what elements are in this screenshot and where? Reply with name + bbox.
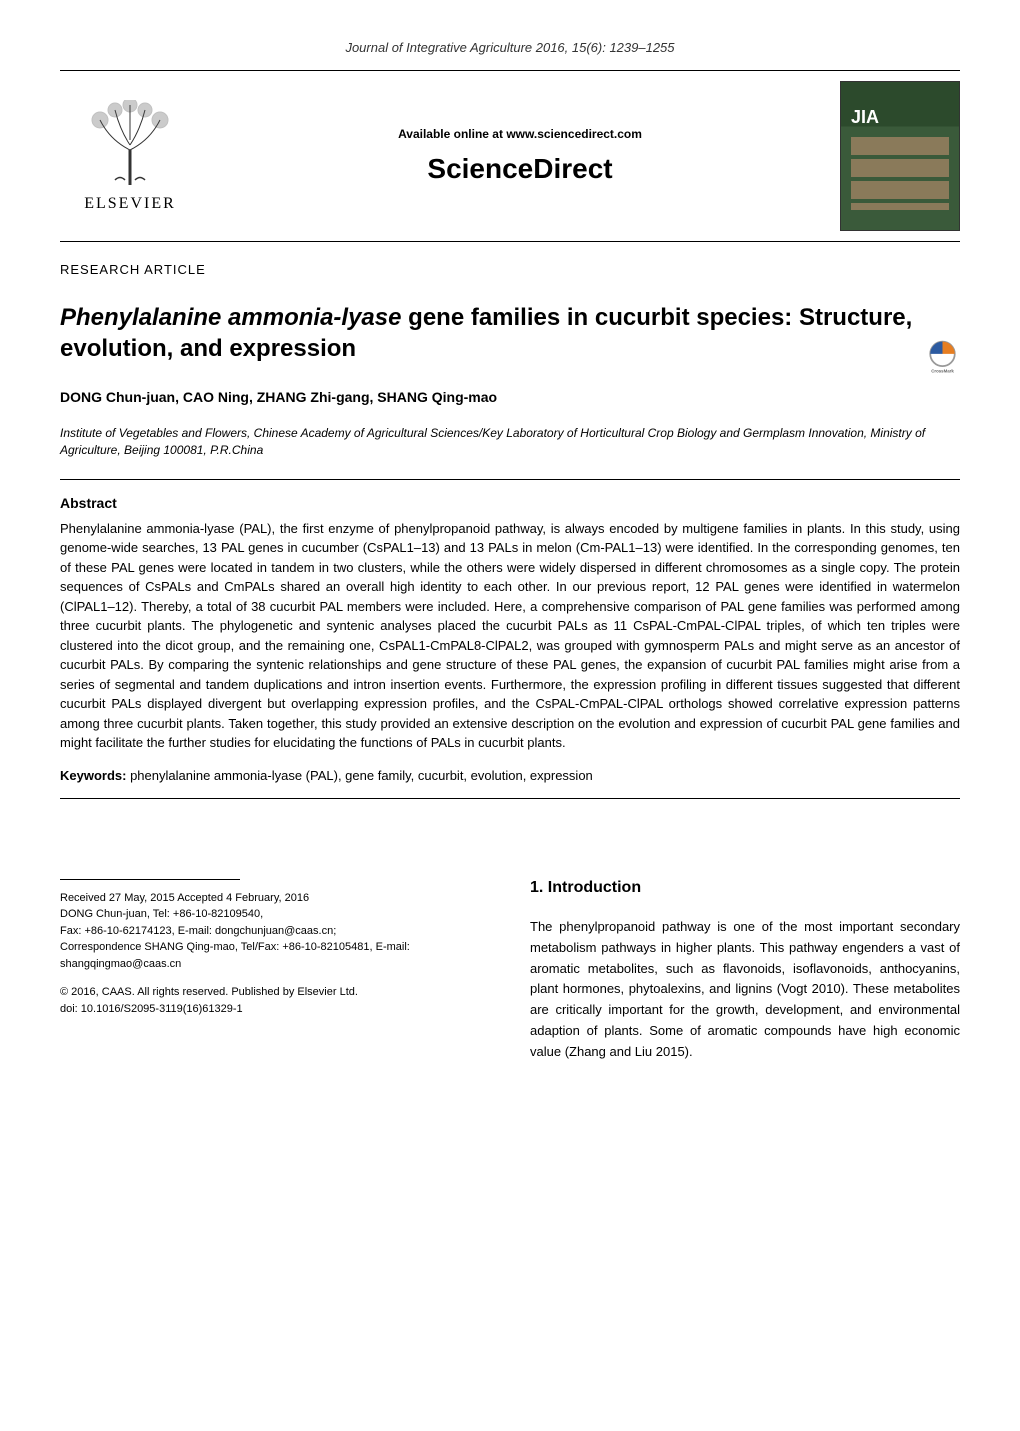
sciencedirect-logo: ScienceDirect (220, 153, 820, 185)
elsevier-text: ELSEVIER (84, 195, 176, 213)
author-contact-dong: DONG Chun-juan, Tel: +86-10-82109540, (60, 906, 490, 923)
divider-bottom (60, 798, 960, 799)
keywords-text: phenylalanine ammonia-lyase (PAL), gene … (126, 768, 592, 783)
keywords: Keywords: phenylalanine ammonia-lyase (P… (60, 768, 960, 783)
copyright-text: © 2016, CAAS. All rights reserved. Publi… (60, 984, 490, 1001)
introduction-text: The phenylpropanoid pathway is one of th… (530, 917, 960, 1063)
article-title: Phenylalanine ammonia-lyase gene familie… (60, 302, 960, 364)
center-header: Available online at www.sciencedirect.co… (200, 127, 840, 185)
footnote-divider (60, 879, 240, 880)
journal-cover-thumbnail (840, 81, 960, 231)
author-contact-fax: Fax: +86-10-62174123, E-mail: dongchunju… (60, 923, 490, 940)
affiliation: Institute of Vegetables and Flowers, Chi… (60, 425, 960, 459)
divider-top (60, 479, 960, 480)
crossmark-icon[interactable]: CrossMark (925, 339, 960, 374)
journal-citation: Journal of Integrative Agriculture 2016,… (60, 40, 960, 55)
title-italic-part: Phenylalanine ammonia-lyase (60, 304, 401, 331)
bottom-columns: Received 27 May, 2015 Accepted 4 Februar… (60, 879, 960, 1063)
abstract-heading: Abstract (60, 495, 960, 511)
header-bar: ELSEVIER Available online at www.science… (60, 70, 960, 242)
research-article-label: RESEARCH ARTICLE (60, 262, 960, 277)
introduction-heading: 1. Introduction (530, 879, 960, 897)
elsevier-logo: ELSEVIER (60, 100, 200, 213)
elsevier-tree-icon (80, 100, 180, 190)
svg-text:CrossMark: CrossMark (931, 369, 954, 374)
footnote-column: Received 27 May, 2015 Accepted 4 Februar… (60, 879, 490, 1063)
correspondence-contact: Correspondence SHANG Qing-mao, Tel/Fax: … (60, 939, 490, 972)
doi-text: doi: 10.1016/S2095-3119(16)61329-1 (60, 1001, 490, 1018)
available-online-text: Available online at www.sciencedirect.co… (220, 127, 820, 141)
keywords-label: Keywords: (60, 768, 126, 783)
received-date: Received 27 May, 2015 Accepted 4 Februar… (60, 890, 490, 907)
abstract-text: Phenylalanine ammonia-lyase (PAL), the f… (60, 519, 960, 753)
introduction-column: 1. Introduction The phenylpropanoid path… (530, 879, 960, 1063)
authors: DONG Chun-juan, CAO Ning, ZHANG Zhi-gang… (60, 389, 960, 405)
